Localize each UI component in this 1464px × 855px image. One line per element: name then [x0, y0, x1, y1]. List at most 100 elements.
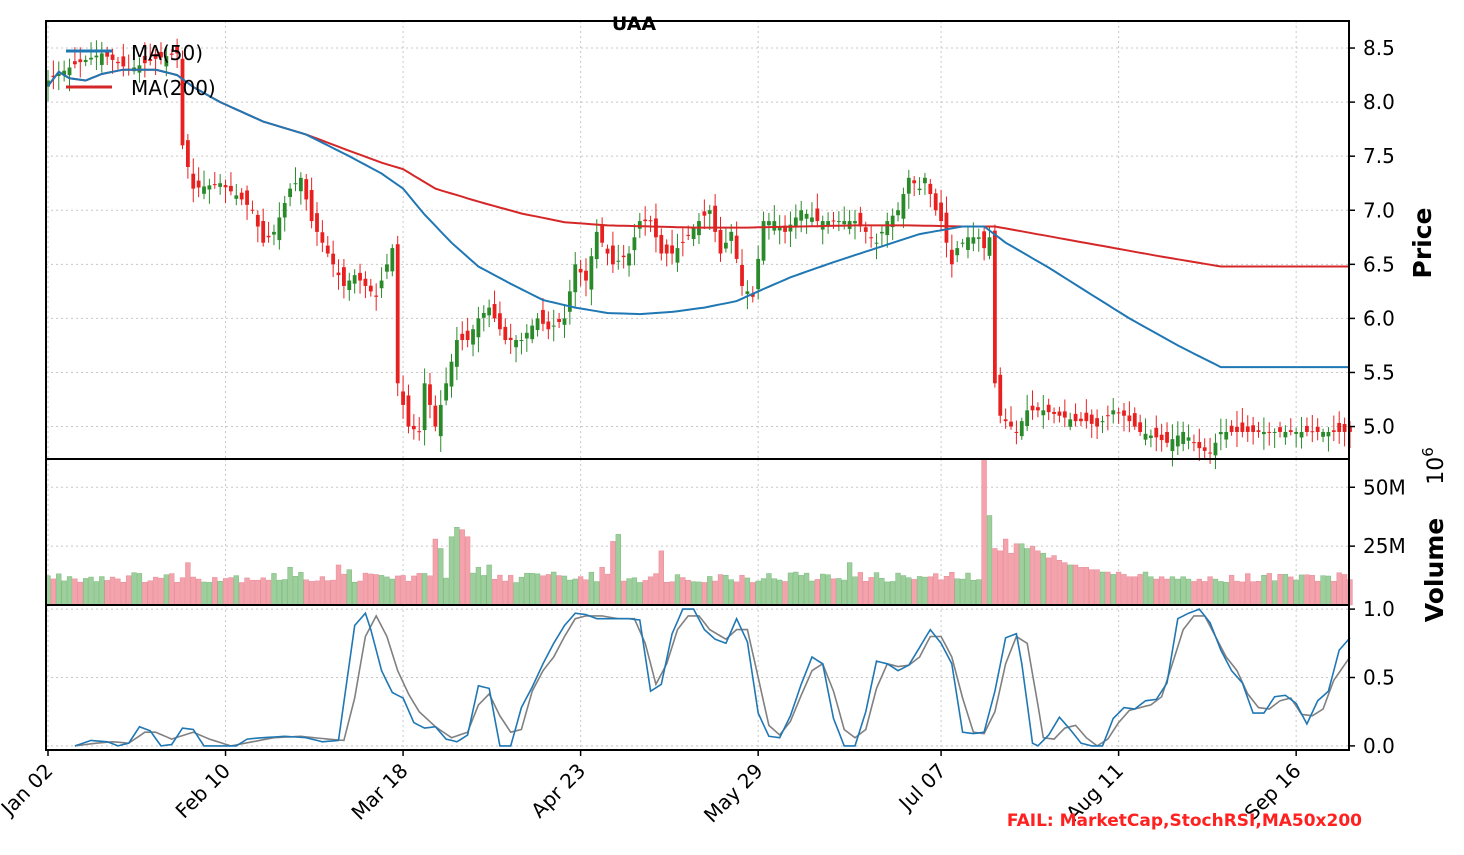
- volume-bar: [561, 575, 568, 606]
- volume-bar: [1024, 548, 1030, 606]
- volume-bar: [56, 573, 62, 606]
- volume-bar: [260, 577, 266, 606]
- volume-bar: [916, 576, 923, 606]
- volume-bar: [303, 579, 309, 606]
- volume-bar: [669, 581, 675, 606]
- volume-bar: [325, 580, 331, 606]
- candle-body: [799, 210, 804, 221]
- candle-body: [1170, 439, 1175, 452]
- volume-bar: [152, 576, 159, 606]
- candle-body: [761, 221, 766, 261]
- candle-body: [686, 234, 691, 236]
- volume-bar: [1035, 550, 1041, 606]
- legend: MA(50) MA(200): [66, 41, 216, 100]
- candle-body: [1095, 418, 1099, 427]
- volume-bar: [255, 579, 261, 606]
- volume-bar: [900, 575, 907, 606]
- candle-body: [325, 245, 330, 254]
- candle-body: [944, 212, 949, 243]
- candle-body: [261, 220, 266, 243]
- candle-body: [1288, 430, 1293, 432]
- volume-bar: [1228, 574, 1235, 606]
- candle-body: [476, 318, 481, 338]
- volume-bar: [1250, 581, 1256, 606]
- volume-bar: [846, 562, 853, 606]
- candle-body: [390, 248, 395, 272]
- volume-bar: [1218, 581, 1224, 606]
- volume-bar: [1277, 574, 1283, 606]
- volume-bar: [922, 576, 928, 606]
- price-tick-label: 8.5: [1363, 36, 1395, 60]
- candle-body: [406, 395, 411, 427]
- candle-body: [992, 230, 997, 384]
- grid-lines: [46, 21, 1349, 750]
- candle-body: [498, 313, 502, 330]
- volume-bar: [212, 577, 218, 606]
- candle-body: [336, 272, 341, 276]
- candle-body: [234, 195, 239, 199]
- volume-bar: [432, 538, 439, 606]
- candle-body: [1245, 426, 1250, 432]
- volume-bar: [943, 576, 950, 606]
- volume-bar: [416, 573, 422, 606]
- volume-bar: [567, 579, 573, 606]
- volume-bar: [712, 580, 718, 606]
- volume-bar: [717, 574, 724, 606]
- volume-bar: [438, 548, 444, 606]
- candle-body: [1138, 422, 1143, 432]
- volume-bar: [610, 541, 616, 606]
- candle-body: [600, 224, 605, 243]
- volume-bar: [346, 569, 352, 606]
- candle-body: [46, 80, 50, 87]
- volume-bar: [954, 578, 960, 606]
- volume-bar: [1298, 574, 1305, 606]
- candle-body: [395, 244, 400, 384]
- volume-bar: [933, 573, 939, 606]
- candle-body: [239, 192, 244, 200]
- volume-bar: [680, 577, 686, 606]
- candle-body: [255, 214, 260, 227]
- volume-bar: [185, 562, 191, 606]
- volume-bar: [1191, 581, 1197, 606]
- volume-bar: [1271, 580, 1278, 606]
- candle-body: [207, 185, 212, 190]
- stoch-k-line: [74, 608, 1351, 747]
- candle-body: [411, 425, 416, 430]
- candle-body: [788, 224, 793, 232]
- candle-body: [1326, 431, 1331, 437]
- volume-bar: [1083, 567, 1089, 606]
- volume-bar: [265, 579, 272, 606]
- volume-bar: [352, 581, 358, 606]
- candle-body: [632, 237, 637, 251]
- volume-bar: [1099, 571, 1106, 606]
- stoch-tick-label: 1.0: [1363, 597, 1395, 621]
- volume-tick-label: 50M: [1363, 475, 1406, 499]
- candle-body: [734, 235, 739, 259]
- candle-body: [272, 231, 276, 235]
- volume-bar: [760, 578, 767, 606]
- candle-body: [998, 374, 1003, 416]
- candle-body: [1079, 418, 1083, 422]
- volume-bar: [551, 571, 557, 606]
- candle-body: [1299, 431, 1304, 438]
- stoch-tick-label: 0.5: [1363, 666, 1395, 690]
- candle-body: [1294, 431, 1299, 434]
- volume-bar: [83, 578, 89, 606]
- candle-body: [1030, 405, 1035, 411]
- volume-bar: [341, 573, 347, 606]
- volume-bar: [1320, 575, 1326, 606]
- candle-body: [557, 318, 561, 323]
- candle-body: [481, 313, 486, 318]
- volume-bar: [88, 576, 94, 606]
- volume-bar: [249, 579, 256, 606]
- candle-body: [1272, 431, 1277, 433]
- candle-body: [880, 231, 884, 234]
- candle-body: [777, 226, 782, 231]
- candle-body: [1068, 419, 1073, 427]
- candle-body: [1084, 412, 1089, 422]
- volume-bar: [750, 582, 756, 606]
- volume-bar: [470, 572, 476, 606]
- candle-body: [116, 61, 120, 64]
- candle-body: [804, 213, 809, 219]
